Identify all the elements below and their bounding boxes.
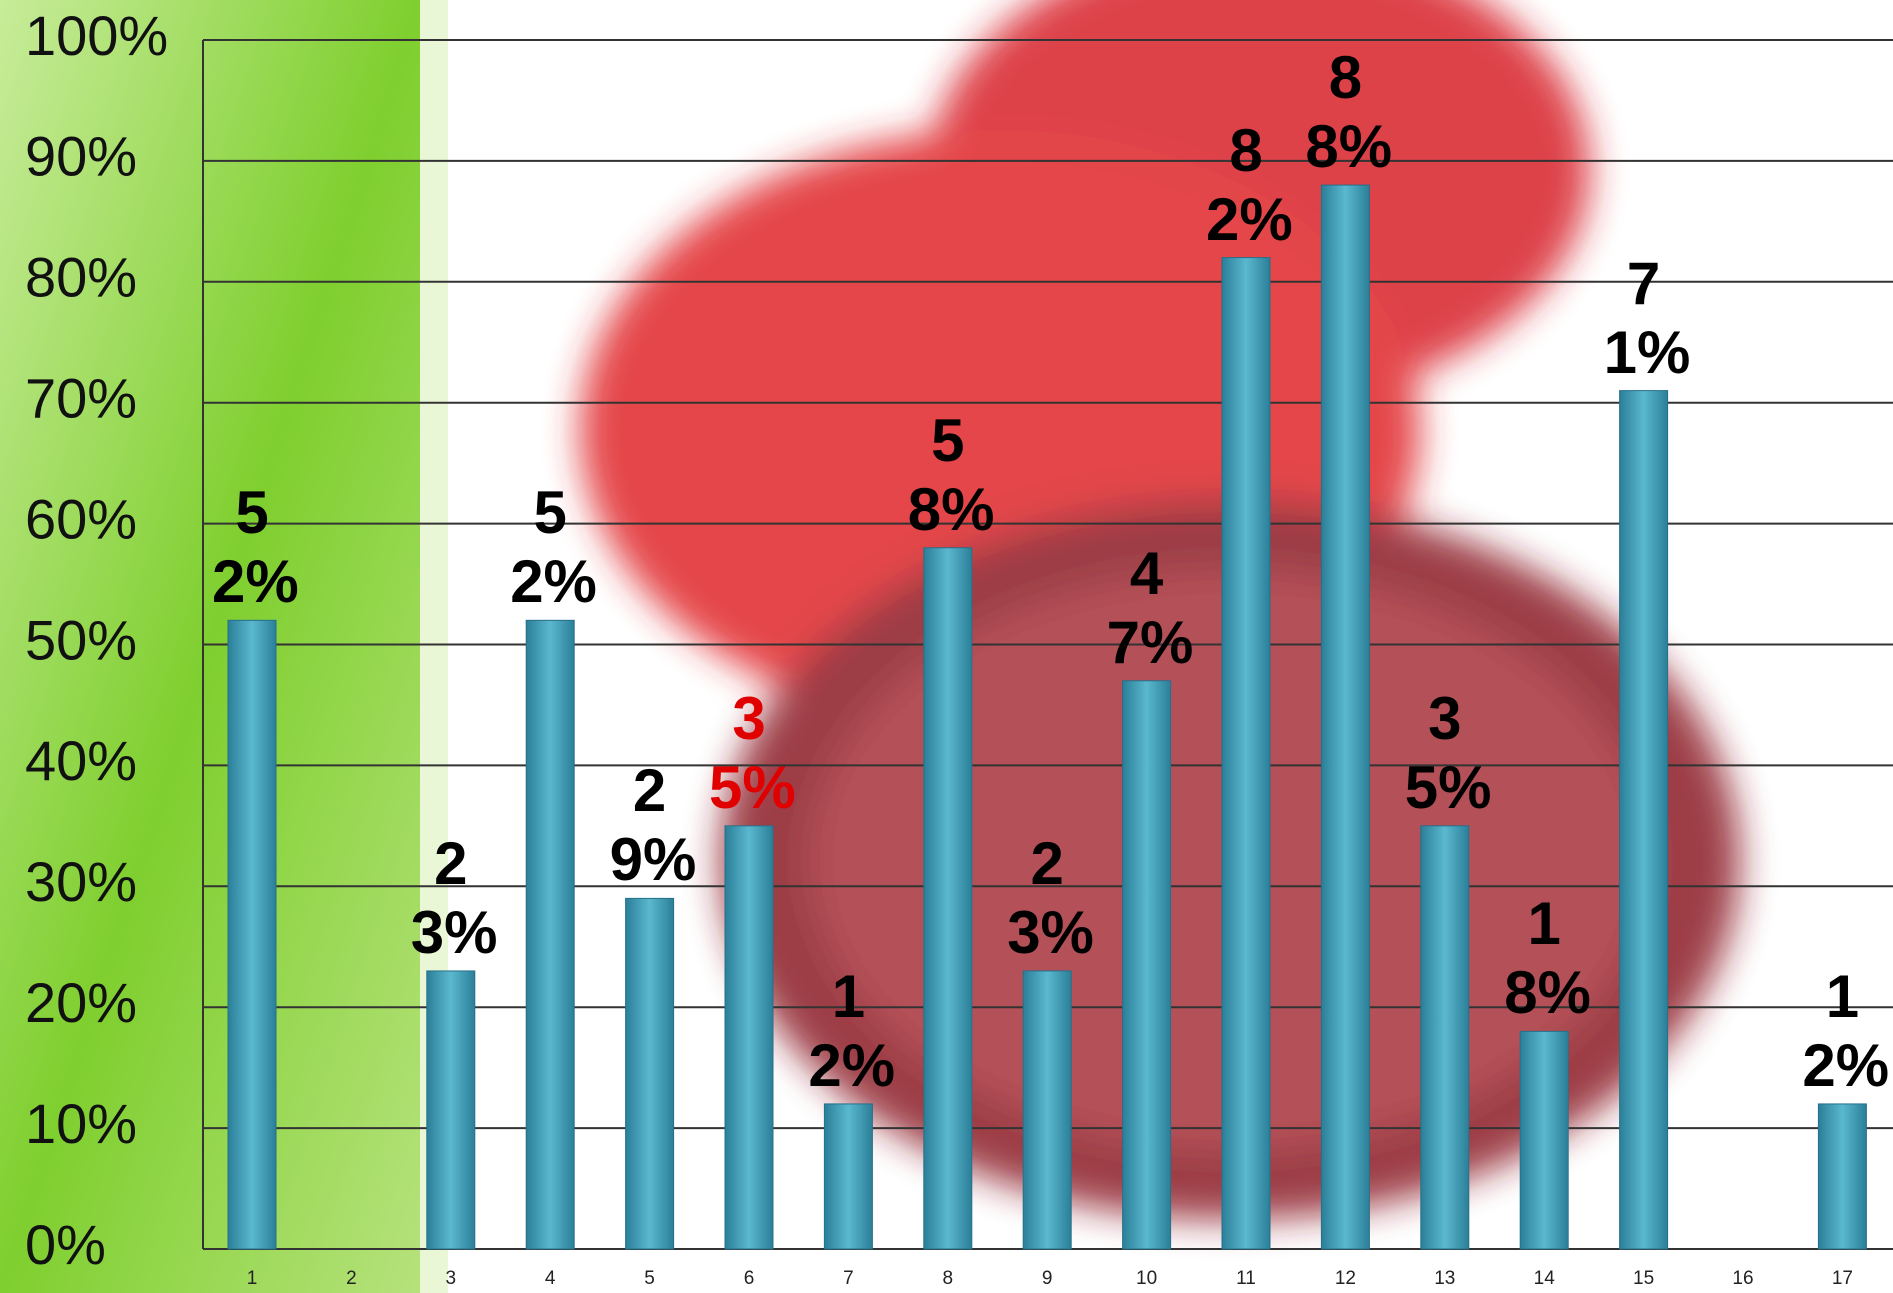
value-label: 52%: [212, 479, 299, 616]
x-tick-label: 11: [1236, 1268, 1256, 1289]
x-tick-label: 2: [346, 1268, 357, 1289]
x-tick-label: 6: [744, 1268, 755, 1289]
value-label: 82%: [1206, 116, 1293, 253]
bar: [1420, 825, 1470, 1250]
bar: [724, 825, 774, 1250]
bar: [625, 897, 675, 1250]
value-label: 29%: [609, 757, 697, 894]
bar: [923, 547, 973, 1250]
value-label: 58%: [907, 406, 995, 543]
value-label: 47%: [1106, 539, 1194, 676]
value-label: 35%: [1404, 684, 1492, 821]
bar: [227, 619, 277, 1250]
value-label: 18%: [1504, 890, 1591, 1027]
bar: [525, 619, 575, 1250]
value-label: 12%: [1802, 962, 1890, 1099]
y-tick-label: 50%: [25, 608, 137, 671]
x-tick-label: 12: [1335, 1268, 1356, 1289]
y-tick-label: 90%: [25, 125, 137, 188]
x-tick-label: 8: [943, 1268, 954, 1289]
background-strip: [0, 0, 420, 1293]
y-tick-label: 40%: [25, 729, 137, 792]
value-label: 35%: [709, 684, 796, 821]
bar: [1022, 970, 1072, 1250]
y-tick-label: 20%: [25, 971, 137, 1034]
bar: [823, 1103, 873, 1250]
bar: [426, 970, 476, 1250]
x-tick-label: 1: [247, 1268, 258, 1289]
y-tick-label: 30%: [25, 850, 137, 913]
y-tick-label: 70%: [25, 366, 137, 429]
x-tick-label: 16: [1732, 1268, 1753, 1289]
x-tick-label: 5: [644, 1268, 655, 1289]
y-tick-label: 100%: [25, 4, 168, 67]
value-label: 23%: [410, 829, 498, 966]
x-tick-label: 14: [1534, 1268, 1556, 1289]
x-tick-label: 3: [446, 1268, 457, 1289]
bar: [1817, 1103, 1867, 1250]
y-tick-label: 10%: [25, 1092, 137, 1155]
bar: [1519, 1030, 1569, 1250]
x-tick-label: 13: [1434, 1268, 1455, 1289]
value-label: 12%: [808, 962, 896, 1099]
x-tick-label: 7: [843, 1268, 854, 1289]
bar: [1619, 390, 1669, 1250]
value-label: 71%: [1603, 249, 1691, 386]
bar: [1122, 680, 1172, 1250]
bar: [1320, 184, 1370, 1250]
x-tick-label: 9: [1042, 1268, 1053, 1289]
y-tick-label: 0%: [25, 1213, 106, 1276]
x-tick-label: 15: [1633, 1268, 1654, 1289]
x-tick-label: 17: [1832, 1268, 1853, 1289]
y-tick-label: 80%: [25, 246, 137, 309]
x-tick-label: 10: [1136, 1268, 1157, 1289]
value-label: 52%: [510, 479, 597, 616]
bar: [1221, 257, 1271, 1250]
value-label: 23%: [1007, 829, 1094, 966]
x-tick-label: 4: [545, 1268, 556, 1289]
value-label: 88%: [1305, 44, 1393, 181]
y-tick-label: 60%: [25, 487, 137, 550]
